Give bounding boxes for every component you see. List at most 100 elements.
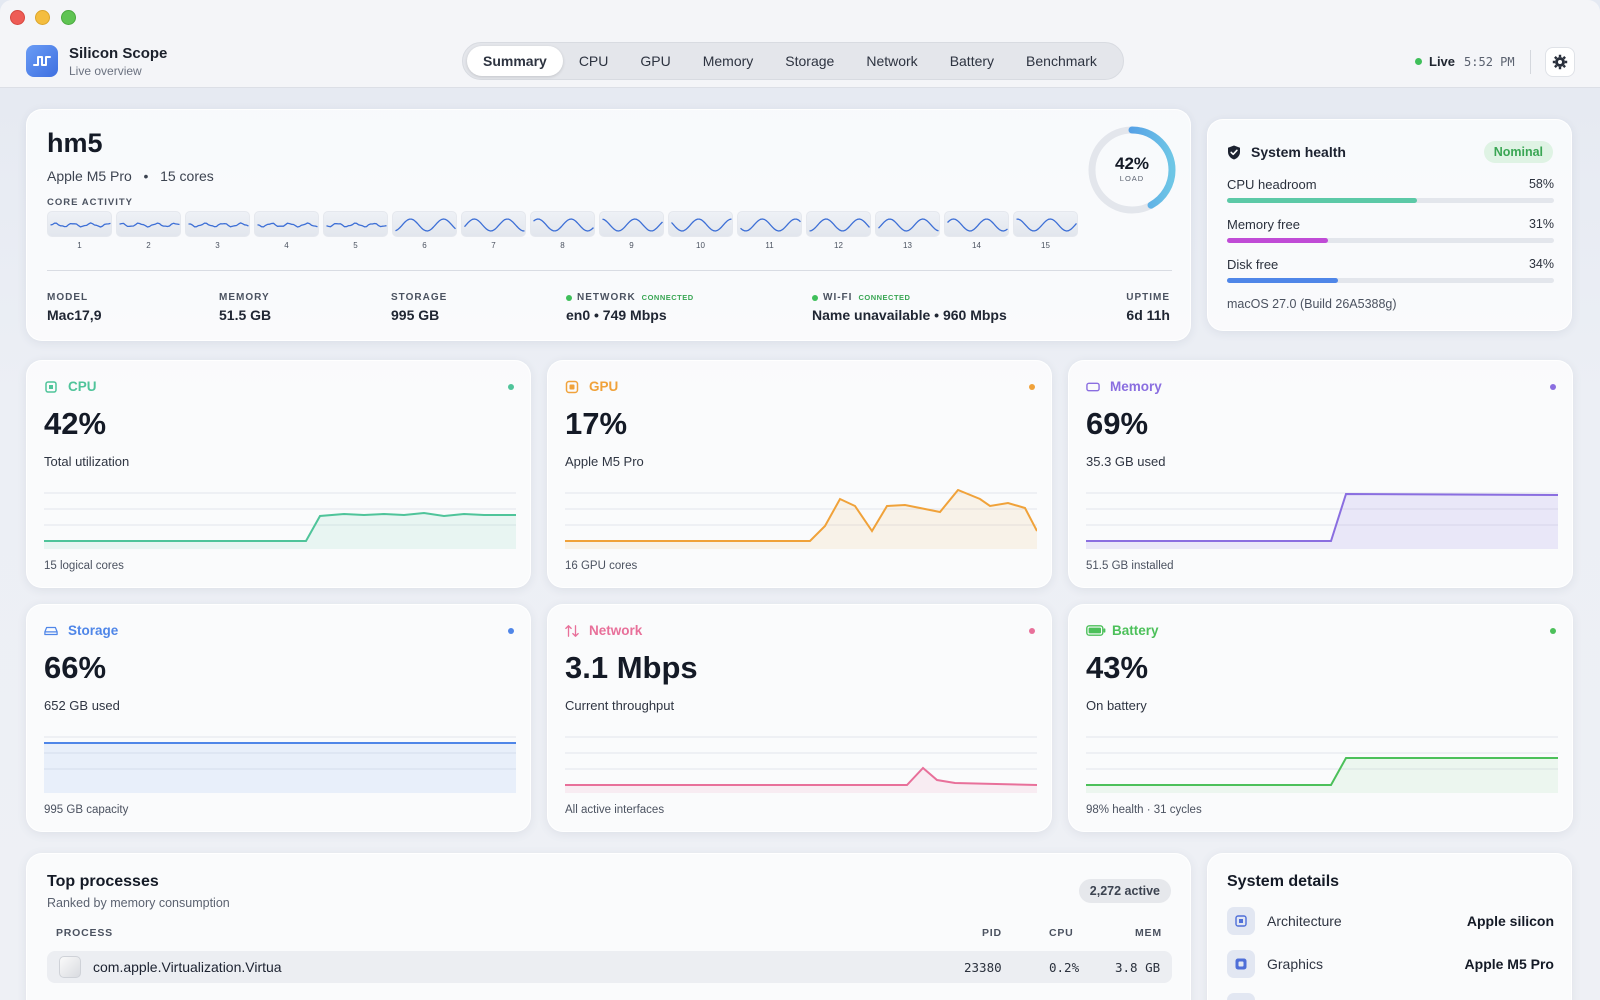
chip-icon — [1227, 907, 1255, 935]
core-activity-strip: 1 2 3 4 5 6 7 8 9 10 11 12 13 14 15 — [47, 211, 1078, 250]
core-number: 15 — [1041, 241, 1050, 250]
app-logo-icon — [26, 45, 58, 77]
stat-network: NETWORK CONNECTED en0 • 749 Mbps — [566, 292, 694, 323]
stat-storage-label: STORAGE — [391, 292, 448, 303]
health-row-percent: 31% — [1528, 217, 1554, 231]
live-status: Live 5:52 PM — [1415, 54, 1515, 69]
sparkline-area — [565, 768, 1037, 793]
status-dot-icon — [1550, 628, 1556, 634]
core-activity-cell: 9 — [599, 211, 664, 250]
storage-sparkline — [44, 736, 516, 793]
storage-card-header: Storage — [44, 623, 118, 638]
memory-metric-card[interactable]: Memory 69% 35.3 GB used 51.5 GB installe… — [1068, 360, 1573, 588]
column-header-process[interactable]: PROCESS — [56, 927, 113, 939]
toolbar-divider — [1530, 50, 1531, 74]
gpu-card-title: GPU — [589, 379, 619, 394]
stat-network-label: NETWORK CONNECTED — [566, 292, 694, 303]
battery-footnote: 98% health · 31 cycles — [1086, 804, 1202, 816]
memory-sparkline — [1086, 492, 1558, 549]
battery-sparkline — [1086, 736, 1558, 793]
core-number: 10 — [696, 241, 705, 250]
gear-icon — [1552, 54, 1568, 70]
core-number: 4 — [284, 241, 289, 250]
health-row-percent: 34% — [1528, 257, 1554, 271]
tab-memory[interactable]: Memory — [702, 53, 754, 69]
tab-battery[interactable]: Battery — [949, 53, 995, 69]
column-header-cpu[interactable]: CPU — [1049, 927, 1074, 939]
chip-summary: Apple M5 Pro • 15 cores — [47, 168, 214, 184]
storage-value: 66% — [44, 650, 107, 685]
progress-fill — [1227, 278, 1339, 283]
health-row-cpu-headroom: CPU headroom 58% — [1227, 177, 1554, 203]
health-row-label: CPU headroom — [1227, 177, 1317, 192]
health-row-disk-free: Disk free 34% — [1227, 257, 1554, 283]
memory-subtitle: 35.3 GB used — [1086, 454, 1166, 469]
stat-uptime-label: UPTIME — [1126, 292, 1170, 303]
detail-key: Architecture — [1267, 913, 1342, 929]
settings-button[interactable] — [1545, 47, 1575, 77]
detail-icon — [1227, 993, 1255, 1000]
cpu-metric-card[interactable]: CPU 42% Total utilization 15 logical cor… — [26, 360, 531, 588]
progress-track — [1227, 238, 1554, 243]
core-sparkline — [668, 211, 733, 237]
sparkline-line — [44, 511, 516, 542]
chip-name: Apple M5 Pro — [47, 168, 132, 184]
sparkline-line — [1086, 492, 1558, 542]
cpu-subtitle: Total utilization — [44, 454, 130, 469]
system-health-header: System health — [1227, 144, 1346, 160]
core-activity-cell: 7 — [461, 211, 526, 250]
tab-benchmark[interactable]: Benchmark — [1026, 53, 1097, 69]
system-details-card: System details Architecture Apple silico… — [1207, 853, 1572, 1000]
system-details-title: System details — [1227, 873, 1340, 890]
tab-summary[interactable]: Summary — [467, 46, 563, 76]
network-arrows-icon — [565, 624, 579, 638]
core-activity-label: CORE ACTIVITY — [47, 197, 134, 208]
stat-memory: MEMORY 51.5 GB — [219, 292, 271, 323]
tab-storage[interactable]: Storage — [785, 53, 835, 69]
battery-metric-card[interactable]: Battery 43% On battery 98% health · 31 c… — [1068, 604, 1573, 832]
zoom-window-button[interactable] — [61, 10, 76, 25]
tab-cpu[interactable]: CPU — [578, 53, 609, 69]
status-dot-icon — [1550, 384, 1556, 390]
table-row[interactable]: com.apple.Virtualization.Virtua 23380 0.… — [47, 951, 1172, 983]
memory-card-header: Memory — [1086, 379, 1162, 394]
cpu-icon — [44, 380, 58, 394]
live-label: Live — [1429, 54, 1456, 69]
core-number: 12 — [834, 241, 843, 250]
memory-value: 69% — [1086, 406, 1149, 441]
stat-storage-value: 995 GB — [391, 307, 440, 323]
core-number: 8 — [560, 241, 565, 250]
load-readout: 42% LOAD — [1086, 154, 1178, 183]
core-sparkline — [47, 211, 112, 237]
core-sparkline — [461, 211, 526, 237]
network-metric-card[interactable]: Network 3.1 Mbps Current throughput All … — [547, 604, 1052, 832]
close-window-button[interactable] — [10, 10, 25, 25]
core-activity-cell: 11 — [737, 211, 802, 250]
core-sparkline — [530, 211, 595, 237]
toolbar: Silicon Scope Live overview Summary CPU … — [0, 0, 1600, 88]
app-subtitle: Live overview — [69, 64, 142, 78]
network-footnote: All active interfaces — [565, 804, 665, 816]
tab-gpu[interactable]: GPU — [640, 53, 671, 69]
connected-dot-icon — [566, 294, 572, 301]
load-gauge — [1088, 126, 1176, 214]
health-status-badge: Nominal — [1483, 141, 1553, 163]
core-number: 13 — [903, 241, 912, 250]
stat-wifi-value: Name unavailable • 960 Mbps — [812, 307, 1007, 323]
stat-network-key: NETWORK — [577, 292, 636, 303]
core-number: 2 — [146, 241, 151, 250]
gpu-card-header: GPU — [565, 379, 618, 394]
stat-memory-label: MEMORY — [219, 292, 270, 303]
cpu-value: 42% — [44, 406, 107, 441]
column-header-pid[interactable]: PID — [982, 927, 1002, 939]
column-header-mem[interactable]: MEM — [1135, 927, 1162, 939]
tab-network[interactable]: Network — [866, 53, 918, 69]
gpu-metric-card[interactable]: GPU 17% Apple M5 Pro 16 GPU cores — [547, 360, 1052, 588]
minimize-window-button[interactable] — [35, 10, 50, 25]
os-version: macOS 27.0 (Build 26A5388g) — [1227, 297, 1397, 311]
progress-track — [1227, 278, 1554, 283]
core-sparkline — [1013, 211, 1078, 237]
storage-metric-card[interactable]: Storage 66% 652 GB used 995 GB capacity — [26, 604, 531, 832]
wifi-status-badge: CONNECTED — [858, 293, 911, 302]
cpu-footnote: 15 logical cores — [44, 560, 124, 572]
